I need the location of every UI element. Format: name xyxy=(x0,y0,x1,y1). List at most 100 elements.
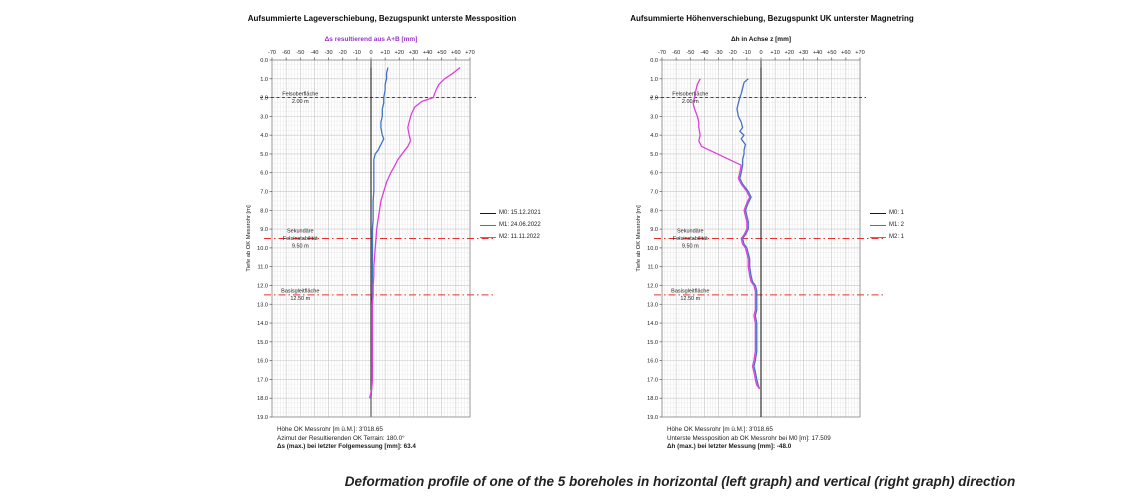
horizon-label: Felsoberfläche xyxy=(282,91,318,97)
x-tick-label: -10 xyxy=(353,50,361,56)
y-tick-label: 19.0 xyxy=(257,415,268,421)
x-tick-label: -50 xyxy=(686,50,694,56)
legend-label: M2: 11.11.2022 xyxy=(499,234,540,240)
footer-line: Unterste Messposition ab OK Messrohr bei… xyxy=(667,434,831,442)
horizon-label: Felsoberfläche xyxy=(672,91,708,97)
y-tick-label: 1.0 xyxy=(260,77,268,83)
x-tick-label: +20 xyxy=(785,50,795,56)
x-tick-label: -70 xyxy=(268,50,276,56)
y-tick-label: 10.0 xyxy=(647,246,658,252)
y-tick-label: 16.0 xyxy=(647,359,658,365)
series-M1-line xyxy=(370,67,389,399)
y-tick-label: 16.0 xyxy=(257,359,268,365)
horizon-annotations: Felsoberfläche 2.00 m SekundäreFelsinstabi… xyxy=(260,91,496,302)
y-tick-label: 5.0 xyxy=(260,152,268,158)
y-tick-label: 5.0 xyxy=(650,152,658,158)
horizon-annotations: Felsoberfläche 2.00 m SekundäreFelsinstabi… xyxy=(650,91,886,302)
y-tick-label: 6.0 xyxy=(650,171,658,177)
y-tick-label: 14.0 xyxy=(257,321,268,327)
y-tick-label: 15.0 xyxy=(257,340,268,346)
horizon-label: Felsinstabilität xyxy=(673,236,708,242)
x-tick-label: -30 xyxy=(715,50,723,56)
y-tick-label: 4.0 xyxy=(650,133,658,139)
x-tick-label: +50 xyxy=(437,50,447,56)
y-tick-label: 0.0 xyxy=(650,58,658,64)
series-M2-line xyxy=(368,67,461,399)
series-M1-line xyxy=(736,78,761,390)
series-M2-line xyxy=(692,78,761,390)
horizon-label: Sekundäre xyxy=(287,229,314,235)
x-tick-label: -20 xyxy=(729,50,737,56)
legend: M0: 15.12.2021 M1: 24.06.2022 M2: 11.11.20… xyxy=(480,210,541,246)
horizon-label: 9.50 m xyxy=(292,244,309,250)
x-tick-label: -30 xyxy=(325,50,333,56)
legend-item: M1: 2 xyxy=(870,222,904,228)
legend-item: M2: 11.11.2022 xyxy=(480,234,541,240)
horizon-label: 9.50 m xyxy=(682,244,699,250)
x-tick-label: -50 xyxy=(296,50,304,56)
legend-label: M0: 1 xyxy=(889,210,905,216)
y-tick-label: 15.0 xyxy=(647,340,658,346)
y-tick-label: 6.0 xyxy=(260,171,268,177)
legend-item: M1: 24.06.2022 xyxy=(480,222,541,228)
y-tick-label: 7.0 xyxy=(650,190,658,196)
footer-line: Azimut der Resultierenden OK Terrain: 18… xyxy=(277,434,405,442)
footer-line-max-value: Δs (max.) bei letzter Folgemessung [mm]:… xyxy=(277,443,416,451)
legend-item: M2: 1 xyxy=(870,234,904,240)
legend-line-sample xyxy=(480,224,496,226)
y-tick-label: 12.0 xyxy=(257,283,268,289)
y-tick-label: 7.0 xyxy=(260,190,268,196)
x-tick-label: +10 xyxy=(380,50,390,56)
legend-line-sample xyxy=(480,236,496,238)
y-tick-label: 11.0 xyxy=(258,265,268,271)
chart-title: Aufsummierte Lageverschiebung, Bezugspun… xyxy=(247,14,517,23)
y-tick-label: 19.0 xyxy=(647,415,658,421)
y-tick-label: 18.0 xyxy=(647,396,658,402)
y-tick-label: 17.0 xyxy=(647,377,658,383)
x-tick-label: +30 xyxy=(409,50,419,56)
x-axis-label: Δs resultierend aus A+B [mm] xyxy=(324,36,418,43)
y-tick-label: 17.0 xyxy=(257,377,268,383)
chart-vertical-displacement: Aufsummierte Höhenverschiebung, Bezugspu… xyxy=(612,14,962,466)
x-tick-label: +20 xyxy=(395,50,405,56)
x-tick-label: -40 xyxy=(700,50,708,56)
horizon-label: 12.50 m xyxy=(290,296,310,302)
series-curves xyxy=(368,67,461,399)
legend-label: M2: 1 xyxy=(889,234,905,240)
legend-label: M0: 15.12.2021 xyxy=(499,210,541,216)
x-tick-label: +30 xyxy=(799,50,809,56)
x-tick-label: +50 xyxy=(827,50,837,56)
x-tick-label: +60 xyxy=(451,50,461,56)
x-tick-label: -60 xyxy=(282,50,290,56)
y-tick-label: 12.0 xyxy=(647,283,658,289)
x-tick-label: +70 xyxy=(855,50,865,56)
horizon-label: Basisgleitfläche xyxy=(671,289,709,295)
horizon-label: Basisgleitfläche xyxy=(281,289,319,295)
y-tick-label: 9.0 xyxy=(260,227,268,233)
chart-footer: Höhe OK Messrohr [m ü.M.]: 3'018.65 Unte… xyxy=(667,426,831,452)
y-tick-label: 1.0 xyxy=(650,77,658,83)
x-tick-label: -70 xyxy=(658,50,666,56)
y-tick-label: 13.0 xyxy=(647,302,658,308)
y-tick-label: 2.0 xyxy=(650,96,658,102)
y-tick-label: 14.0 xyxy=(647,321,658,327)
x-tick-label: -40 xyxy=(310,50,318,56)
horizon-label: 2.00 m xyxy=(682,99,699,105)
y-tick-label: 8.0 xyxy=(650,208,658,214)
y-tick-label: 0.0 xyxy=(260,58,268,64)
chart-title: Aufsummierte Höhenverschiebung, Bezugspu… xyxy=(630,14,914,23)
x-tick-label: +60 xyxy=(841,50,851,56)
footer-line: Höhe OK Messrohr [m ü.M.]: 3'018.65 xyxy=(277,426,383,433)
x-tick-label: +40 xyxy=(423,50,433,56)
series-curves xyxy=(692,67,762,417)
footer-line-max-value: Δh (max.) bei letzter Messung [mm]: -48.… xyxy=(667,443,792,451)
chart-footer: Höhe OK Messrohr [m ü.M.]: 3'018.65 Azim… xyxy=(277,426,416,452)
x-tick-label: -10 xyxy=(743,50,751,56)
horizon-label: 2.00 m xyxy=(292,99,309,105)
legend-line-sample xyxy=(870,236,886,238)
x-tick-label: +40 xyxy=(813,50,823,56)
y-axis-label: Tiefe ab OK Messrohr [m] xyxy=(246,205,252,272)
y-tick-label: 11.0 xyxy=(648,265,658,271)
legend-line-sample xyxy=(870,212,886,214)
y-tick-label: 13.0 xyxy=(257,302,268,308)
